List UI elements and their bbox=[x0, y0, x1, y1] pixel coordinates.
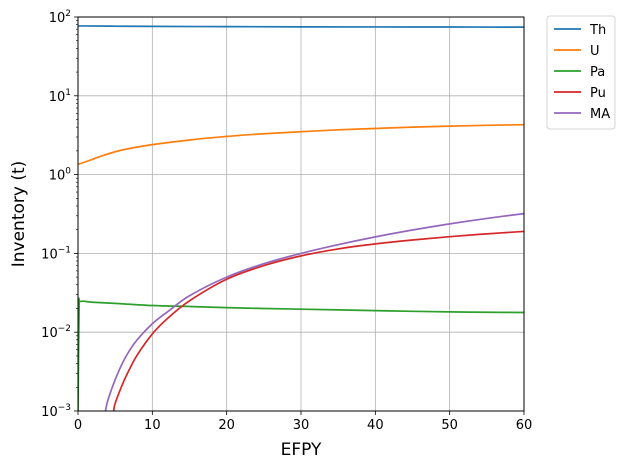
x-tick-label: 30 bbox=[293, 418, 310, 433]
y-tick-label: 100 bbox=[49, 167, 72, 184]
x-tick-label: 60 bbox=[516, 418, 533, 433]
y-tick-label: 10−3 bbox=[41, 403, 71, 420]
series-line-u bbox=[78, 123, 524, 166]
series-line-pa bbox=[78, 297, 524, 411]
legend-label: Th bbox=[589, 23, 606, 38]
series-line-th bbox=[78, 25, 524, 28]
y-tick-base: 10 bbox=[49, 169, 66, 184]
y-tick-label: 10−1 bbox=[41, 245, 71, 262]
y-tick-exponent: −3 bbox=[58, 403, 71, 413]
x-tick-label: 10 bbox=[144, 418, 161, 433]
legend-box bbox=[546, 15, 616, 130]
y-tick-base: 10 bbox=[49, 11, 66, 26]
y-tick-exponent: 2 bbox=[65, 9, 71, 19]
y-tick-base: 10 bbox=[41, 247, 58, 262]
x-axis: 0 10 20 30 40 50 60 bbox=[74, 411, 532, 433]
grid-lines bbox=[78, 17, 524, 411]
series-line-ma bbox=[104, 212, 524, 411]
y-tick-exponent: −1 bbox=[58, 245, 71, 255]
y-tick-exponent: 0 bbox=[65, 167, 71, 177]
y-tick-base: 10 bbox=[41, 326, 58, 341]
x-tick-label: 50 bbox=[441, 418, 458, 433]
legend-label: MA bbox=[590, 107, 610, 122]
x-axis-title: EFPY bbox=[281, 440, 322, 460]
series-line-pu bbox=[112, 230, 524, 411]
y-axis-title: Inventory (t) bbox=[9, 161, 29, 268]
y-tick-label: 102 bbox=[49, 9, 71, 26]
legend-label: Pu bbox=[590, 86, 606, 101]
y-tick-base: 10 bbox=[41, 405, 58, 420]
x-tick-label: 40 bbox=[367, 418, 384, 433]
legend-label: Pa bbox=[590, 65, 605, 80]
y-tick-label: 101 bbox=[49, 88, 71, 105]
y-tick-base: 10 bbox=[49, 90, 66, 105]
y-tick-label: 10−2 bbox=[41, 324, 71, 341]
x-tick-label: 20 bbox=[218, 418, 235, 433]
x-tick-label: 0 bbox=[74, 418, 82, 433]
legend: Th U Pa Pu MA bbox=[546, 15, 616, 130]
legend-label: U bbox=[590, 44, 600, 59]
y-tick-exponent: −2 bbox=[58, 324, 71, 334]
series-lines bbox=[78, 25, 524, 411]
y-tick-exponent: 1 bbox=[65, 88, 71, 98]
